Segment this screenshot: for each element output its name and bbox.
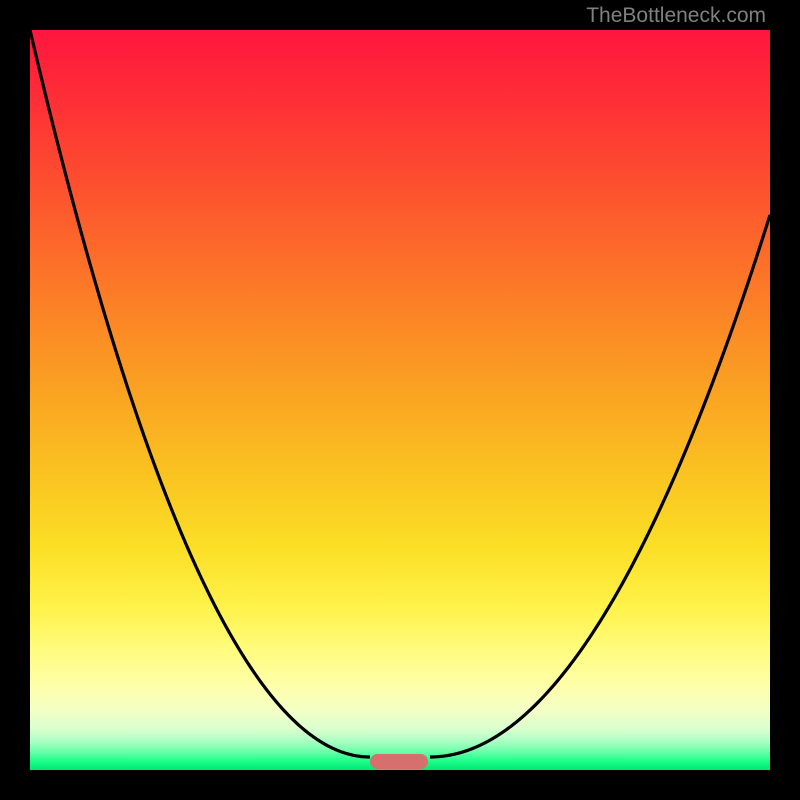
chart-frame — [0, 0, 800, 800]
watermark-text: TheBottleneck.com — [586, 4, 766, 28]
bottleneck-marker — [370, 754, 428, 769]
